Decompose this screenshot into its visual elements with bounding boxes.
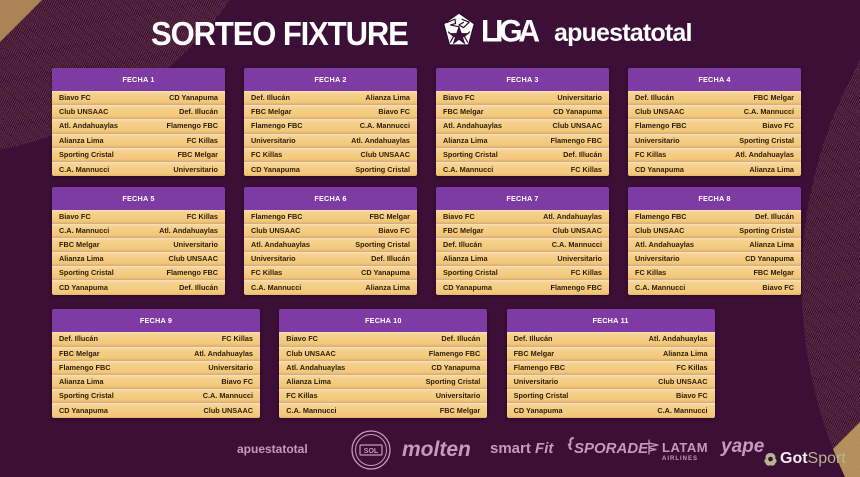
svg-text:SOL: SOL — [364, 448, 379, 455]
